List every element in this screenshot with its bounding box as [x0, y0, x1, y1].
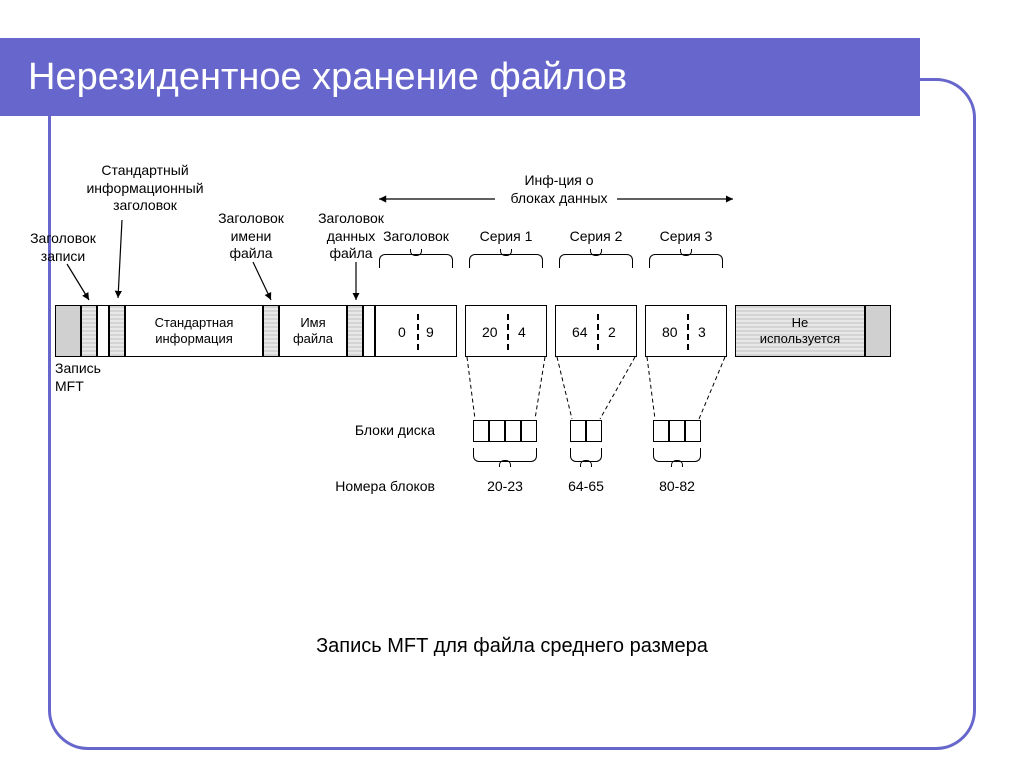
label-std-header: Стандартный информационный заголовок [75, 162, 215, 215]
run-s2-r: 2 [608, 324, 616, 341]
label-name-header: Заголовок имени файла [203, 210, 299, 263]
label-col-s3: Серия 3 [645, 228, 727, 246]
mft-record-row: Стандартная информация Имя файла 0 9 20 … [55, 305, 975, 357]
cell-run-s3: 80 3 [645, 305, 727, 357]
cell-unused: Не используется [735, 305, 865, 357]
cell-run-s2: 64 2 [555, 305, 637, 357]
block [653, 420, 669, 442]
cell-run-s1: 20 4 [465, 305, 547, 357]
cell-filename: Имя файла [279, 305, 347, 357]
run-s1-l: 20 [482, 324, 498, 341]
arrow-std [115, 218, 129, 303]
run-s3-l: 80 [662, 324, 678, 341]
block [489, 420, 505, 442]
run-s2-l: 64 [572, 324, 588, 341]
arrow-data [349, 260, 363, 305]
cell-std-header [109, 305, 125, 357]
block [521, 420, 537, 442]
cell-gap2 [363, 305, 375, 357]
blocks-g1 [473, 420, 537, 442]
brace-header [379, 254, 453, 268]
title-bar: Нерезидентное хранение файлов [0, 38, 920, 116]
label-range3: 80-82 [647, 478, 707, 496]
label-rec-header: Заголовок записи [15, 230, 111, 265]
block [473, 420, 489, 442]
label-info-blocks: Инф-ция о блоках данных [499, 172, 619, 207]
page-title: Нерезидентное хранение файлов [28, 56, 627, 99]
run-to-blocks [465, 357, 735, 420]
run-s3-r: 3 [698, 324, 706, 341]
block [586, 420, 602, 442]
cell-std-info: Стандартная информация [125, 305, 263, 357]
cell-run-header: 0 9 [375, 305, 457, 357]
blocks-g3 [653, 420, 701, 442]
run-hdr-l: 0 [398, 324, 406, 341]
label-col-s1: Серия 1 [465, 228, 547, 246]
cell-right-gray [865, 305, 891, 357]
label-range2: 64-65 [556, 478, 616, 496]
run-hdr-r: 9 [426, 324, 434, 341]
mft-diagram: Инф-ция о блоках данных Стандартный инфо… [55, 160, 975, 610]
brace-g2 [570, 448, 602, 462]
label-col-header: Заголовок [375, 228, 457, 246]
label-block-numbers: Номера блоков [305, 478, 435, 496]
text-unused: Не используется [760, 315, 840, 346]
label-col-s2: Серия 2 [555, 228, 637, 246]
run-s1-r: 4 [518, 324, 526, 341]
block [570, 420, 586, 442]
brace-s3 [649, 254, 723, 268]
brace-g3 [653, 448, 701, 462]
brace-s1 [469, 254, 543, 268]
split-s2 [597, 314, 599, 350]
arrow-name [251, 260, 275, 305]
split-s3 [687, 314, 689, 350]
text-filename: Имя файла [293, 315, 333, 346]
text-std-info: Стандартная информация [155, 315, 234, 346]
arrow-rec [65, 262, 95, 304]
blocks-g2 [570, 420, 602, 442]
split-s1 [507, 314, 509, 350]
cell-data-header [347, 305, 363, 357]
block [685, 420, 701, 442]
brace-s2 [559, 254, 633, 268]
block [505, 420, 521, 442]
brace-g1 [473, 448, 537, 462]
cell-left-gray [55, 305, 81, 357]
caption: Запись MFT для файла среднего размера [0, 635, 1024, 658]
split-hdr [417, 314, 419, 350]
block [669, 420, 685, 442]
cell-rec-header [81, 305, 97, 357]
label-mft: Запись MFT [13, 360, 99, 395]
label-disk-blocks: Блоки диска [305, 422, 435, 440]
cell-gap1 [97, 305, 109, 357]
cell-name-header [263, 305, 279, 357]
label-range1: 20-23 [473, 478, 537, 496]
